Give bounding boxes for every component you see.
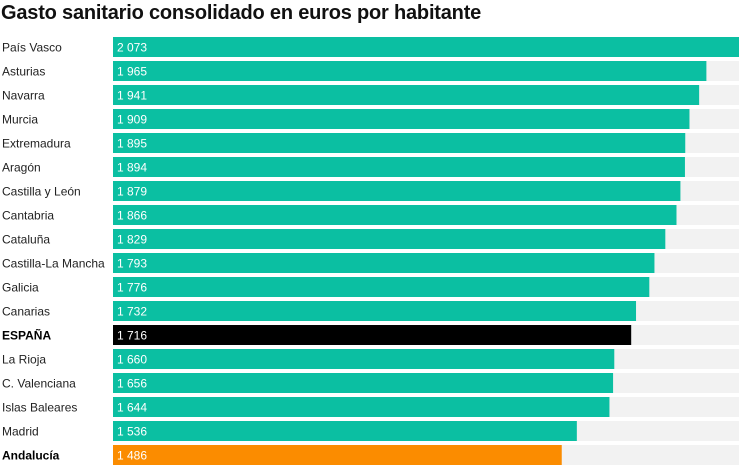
bar-andalucia [113, 445, 562, 465]
bar-madrid [113, 421, 577, 441]
category-label-c-valenciana: C. Valenciana [2, 377, 76, 391]
bar-aragon [113, 157, 685, 177]
bar-galicia [113, 277, 650, 297]
category-label-galicia: Galicia [2, 281, 39, 295]
bar-la-rioja [113, 349, 615, 369]
value-label-islas-baleares: 1 644 [117, 401, 147, 415]
value-label-madrid: 1 536 [117, 425, 147, 439]
value-label-la-rioja: 1 660 [117, 353, 147, 367]
value-label-cataluna: 1 829 [117, 233, 147, 247]
bar-cantabria [113, 205, 677, 225]
value-label-castilla-la-mancha: 1 793 [117, 257, 147, 271]
chart-title: Gasto sanitario consolidado en euros por… [1, 2, 482, 24]
bar-cataluna [113, 229, 666, 249]
bar-asturias [113, 61, 707, 81]
value-label-espana: 1 716 [117, 329, 147, 343]
category-label-cantabria: Cantabria [2, 209, 54, 223]
value-label-pais-vasco: 2 073 [117, 41, 147, 55]
category-label-la-rioja: La Rioja [2, 353, 46, 367]
value-label-castilla-y-leon: 1 879 [117, 185, 147, 199]
value-label-andalucia: 1 486 [117, 449, 147, 463]
category-label-aragon: Aragón [2, 161, 41, 175]
bar-canarias [113, 301, 637, 321]
bar-castilla-la-mancha [113, 253, 655, 273]
value-label-murcia: 1 909 [117, 113, 147, 127]
category-label-castilla-la-mancha: Castilla-La Mancha [2, 257, 105, 271]
category-label-canarias: Canarias [2, 305, 50, 319]
value-label-galicia: 1 776 [117, 281, 147, 295]
value-label-asturias: 1 965 [117, 65, 147, 79]
value-label-canarias: 1 732 [117, 305, 147, 319]
bar-pais-vasco [113, 37, 739, 57]
value-label-navarra: 1 941 [117, 89, 147, 103]
bar-castilla-y-leon [113, 181, 681, 201]
category-label-castilla-y-leon: Castilla y León [2, 185, 81, 199]
category-label-extremadura: Extremadura [2, 137, 71, 151]
category-label-madrid: Madrid [2, 425, 39, 439]
category-label-cataluna: Cataluña [2, 233, 50, 247]
category-label-pais-vasco: País Vasco [2, 41, 62, 55]
category-label-murcia: Murcia [2, 113, 38, 127]
category-label-asturias: Asturias [2, 65, 45, 79]
category-label-espana: ESPAÑA [2, 328, 51, 343]
category-label-navarra: Navarra [2, 89, 45, 103]
bar-navarra [113, 85, 700, 105]
bar-murcia [113, 109, 690, 129]
bar-espana [113, 325, 632, 345]
bar-c-valenciana [113, 373, 614, 393]
category-label-andalucia: Andalucía [2, 449, 60, 463]
value-label-c-valenciana: 1 656 [117, 377, 147, 391]
value-label-extremadura: 1 895 [117, 137, 147, 151]
value-label-aragon: 1 894 [117, 161, 147, 175]
bar-islas-baleares [113, 397, 610, 417]
bar-extremadura [113, 133, 686, 153]
category-label-islas-baleares: Islas Baleares [2, 401, 77, 415]
value-label-cantabria: 1 866 [117, 209, 147, 223]
